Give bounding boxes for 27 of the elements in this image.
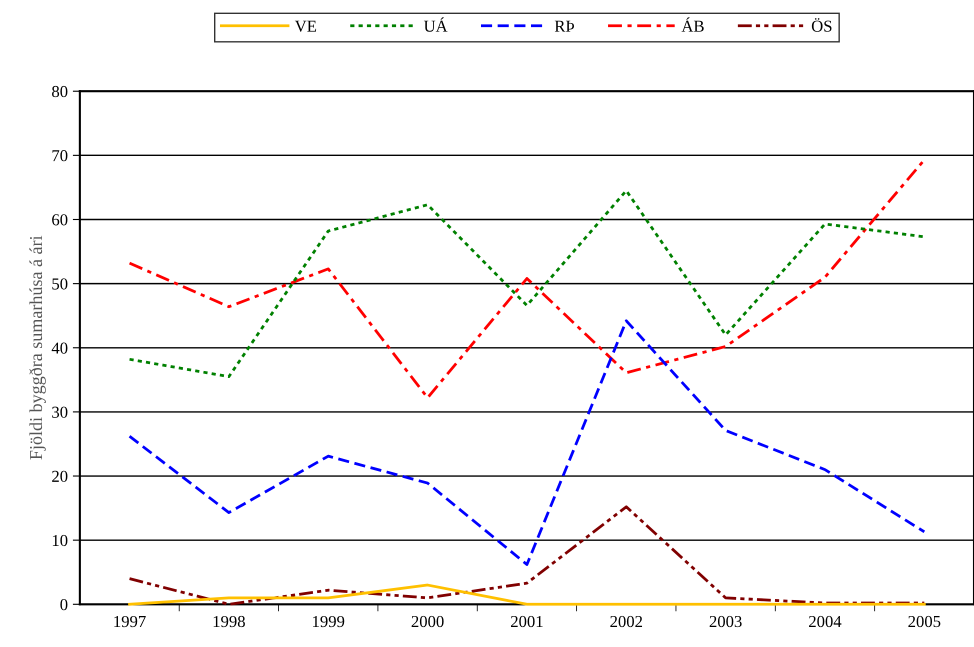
y-tick-label: 80 [52, 86, 68, 98]
legend-label: RÞ [554, 20, 574, 32]
legend-label: ÖS [812, 18, 832, 32]
y-tick-label: 60 [52, 214, 68, 226]
y-axis-title: Fjöldi byggðra sumarhúsa á ári [29, 236, 46, 460]
y-tick-label: 30 [52, 406, 68, 418]
y-tick-label: 10 [52, 534, 68, 546]
x-tick-label: 2002 [610, 616, 642, 628]
line-series [128, 319, 926, 566]
y-tick-label: 0 [60, 598, 68, 610]
x-tick-label: 2004 [809, 616, 842, 628]
x-tick-label: 1998 [214, 616, 245, 628]
x-tick-label: 2000 [412, 616, 444, 628]
line-series [128, 189, 926, 378]
x-tick-label: 2003 [710, 616, 742, 628]
y-tick-label: 50 [52, 278, 68, 290]
x-tick-label: 2005 [908, 616, 940, 628]
line-series [128, 505, 926, 606]
x-tick-label: 1997 [114, 616, 146, 628]
legend-label: ÁB [682, 17, 704, 32]
x-tick-label: 2001 [511, 616, 543, 628]
y-tick-label: 20 [52, 470, 68, 482]
x-tick-label: 1999 [313, 616, 344, 628]
legend-label: VE [294, 20, 316, 32]
y-tick-label: 70 [52, 150, 68, 162]
y-tick-label: 40 [52, 342, 68, 354]
legend-label: UÁ [424, 17, 448, 32]
